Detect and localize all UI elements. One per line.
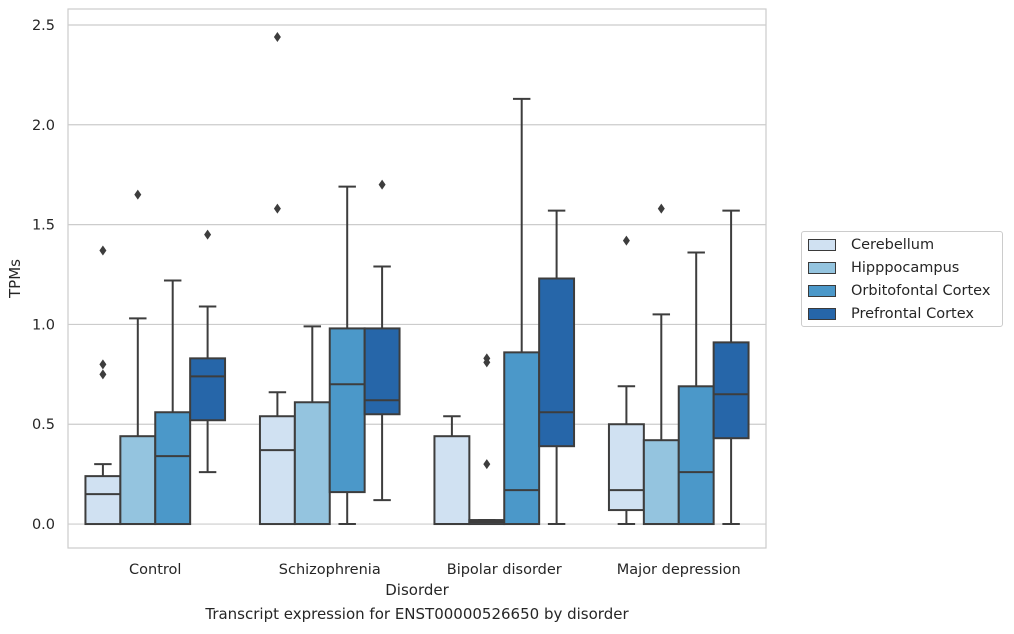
box-orbitofontal-cortex-1 [328, 185, 366, 526]
x-tick-label: Major depression [617, 562, 741, 578]
box-hipppocampus-0 [119, 189, 157, 526]
box-prefrontal-cortex-2 [538, 209, 576, 526]
legend-label-cerebellum: Cerebellum [851, 237, 935, 253]
box-orbitofontal-cortex-0 [154, 279, 192, 526]
box-prefrontal-cortex-3 [712, 209, 750, 526]
box-body [538, 277, 576, 448]
legend-swatch-cerebellum [808, 239, 836, 251]
outlier-point [483, 353, 491, 364]
box-body [712, 341, 750, 440]
outlier-point [622, 235, 630, 246]
x-tick-label: Bipolar disorder [447, 562, 562, 578]
box-hipppocampus-2 [468, 353, 506, 526]
outlier-point [273, 31, 281, 42]
box-cerebellum-3 [607, 235, 645, 526]
box-plots [84, 31, 750, 526]
box-body [328, 327, 366, 494]
x-axis-label: Disorder [385, 581, 449, 599]
y-tick-label: 1.5 [32, 218, 55, 234]
legend-item-prefrontal-cortex: Prefrontal Cortex [808, 304, 974, 324]
plot-frame [67, 8, 767, 549]
box-body [189, 357, 227, 422]
legend-label-hippocampus: Hipppocampus [851, 260, 960, 276]
box-prefrontal-cortex-1 [363, 179, 401, 502]
box-body [363, 327, 401, 416]
y-tick-label: 2.5 [32, 18, 55, 34]
outlier-point [273, 203, 281, 214]
x-tick-label: Schizophrenia [279, 562, 381, 578]
outlier-point [204, 229, 212, 240]
chart-caption: Transcript expression for ENST0000052665… [205, 605, 629, 623]
legend-swatch-orbitofrontal-cortex [808, 285, 836, 297]
outlier-point [134, 189, 142, 200]
outlier-point [99, 245, 107, 256]
box-cerebellum-1 [258, 31, 296, 526]
box-hipppocampus-3 [642, 203, 680, 526]
x-tick-label: Control [129, 562, 181, 578]
box-body [642, 439, 680, 526]
y-tick-label: 2.0 [32, 118, 55, 134]
box-body [258, 415, 296, 526]
box-hipppocampus-1 [293, 325, 331, 526]
box-body [84, 475, 122, 526]
y-tick-label: 0.0 [32, 517, 55, 533]
legend-label-orbitofrontal-cortex: Orbitofontal Cortex [851, 283, 991, 299]
legend-label-prefrontal-cortex: Prefrontal Cortex [851, 306, 974, 322]
legend-swatch-hippocampus [808, 262, 836, 274]
box-body [607, 423, 645, 512]
outlier-point [483, 459, 491, 470]
box-body [677, 385, 715, 526]
outlier-point [99, 359, 107, 370]
legend-item-hippocampus: Hipppocampus [808, 258, 959, 278]
box-body [503, 351, 541, 526]
outlier-point [657, 203, 665, 214]
box-prefrontal-cortex-0 [189, 229, 227, 474]
axis-ticks: 0.0 0.5 1.0 1.5 2.0 2.5 Control Schizophrenia Bi… [32, 18, 741, 578]
box-body [433, 435, 471, 526]
outlier-point [378, 179, 386, 190]
legend-item-cerebellum: Cerebellum [808, 235, 934, 255]
legend-item-orbitofrontal-cortex: Orbitofontal Cortex [808, 281, 990, 301]
y-tick-label: 0.5 [32, 417, 55, 433]
legend: Cerebellum Hipppocampus Orbitofontal Cor… [801, 231, 1003, 327]
box-orbitofontal-cortex-2 [503, 97, 541, 526]
box-cerebellum-0 [84, 245, 122, 526]
y-tick-label: 1.0 [32, 317, 55, 333]
y-axis-label: TPMs [6, 259, 24, 299]
box-body [119, 435, 157, 526]
legend-swatch-prefrontal-cortex [808, 308, 836, 320]
box-body [154, 411, 192, 526]
outlier-point [99, 369, 107, 380]
box-orbitofontal-cortex-3 [677, 251, 715, 526]
box-cerebellum-2 [433, 415, 471, 526]
box-body [293, 401, 331, 526]
